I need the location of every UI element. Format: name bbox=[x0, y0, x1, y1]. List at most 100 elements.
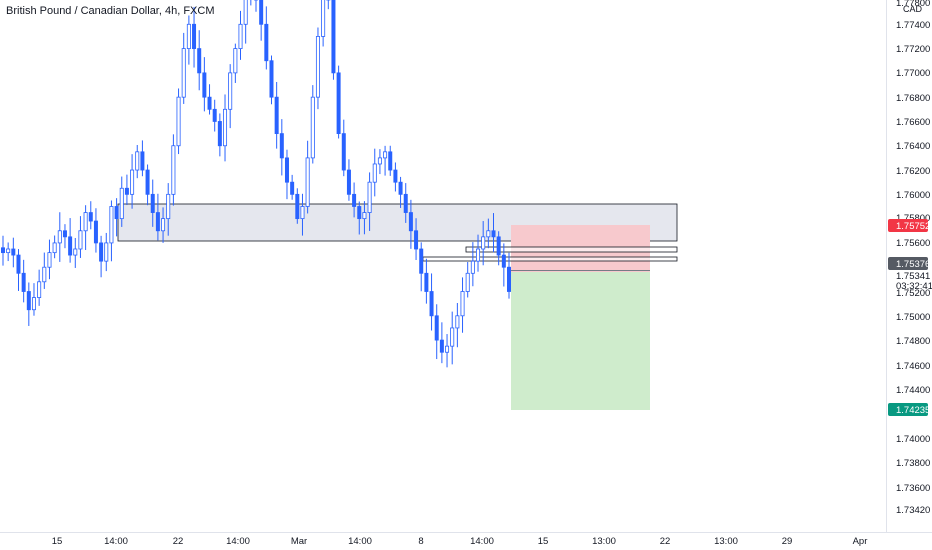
candle-body bbox=[465, 272, 470, 292]
candle-body bbox=[259, 0, 264, 25]
candle-body bbox=[207, 96, 212, 110]
price-tick: 1.74800 bbox=[896, 336, 930, 347]
candle-body bbox=[155, 212, 160, 232]
symbol-title[interactable]: British Pound / Canadian Dollar, 4h, FXC… bbox=[6, 5, 215, 17]
level-box-lower[interactable] bbox=[422, 256, 678, 262]
candle-body bbox=[78, 230, 83, 250]
candle-body bbox=[176, 96, 181, 147]
candle-body bbox=[393, 169, 398, 183]
candle-body bbox=[346, 169, 351, 195]
candle-body bbox=[119, 187, 124, 220]
price-tick: 1.73420 bbox=[896, 505, 930, 516]
candle-body bbox=[470, 260, 475, 274]
level-box-upper[interactable] bbox=[465, 246, 678, 253]
price-tick: 1.76400 bbox=[896, 141, 930, 152]
price-tick: 1.74600 bbox=[896, 361, 930, 372]
candle-body bbox=[161, 218, 166, 232]
candle-body bbox=[496, 236, 501, 256]
candle-body bbox=[300, 206, 305, 220]
candle-body bbox=[212, 108, 217, 122]
price-tick: 1.75200 bbox=[896, 288, 930, 299]
time-axis[interactable]: 15 14:00 22 14:00 Mar 14:00 8 14:00 15 1… bbox=[52, 536, 868, 547]
price-tick: 1.76000 bbox=[896, 190, 930, 201]
price-tick: 1.74400 bbox=[896, 385, 930, 396]
price-axis[interactable]: 1.77800 1.77400 1.77200 1.77000 1.76800 … bbox=[896, 0, 930, 516]
candle-body bbox=[0, 247, 6, 254]
candle-body bbox=[408, 212, 413, 232]
candle-body bbox=[124, 187, 129, 195]
candle-body bbox=[99, 242, 104, 262]
time-tick: 15 bbox=[538, 536, 549, 547]
candle-body bbox=[424, 272, 429, 292]
candle-body bbox=[243, 0, 248, 25]
candle-body bbox=[52, 242, 57, 254]
candle-body bbox=[104, 242, 109, 262]
candle-body bbox=[491, 230, 496, 238]
candle-body bbox=[83, 212, 88, 232]
candle-body bbox=[403, 193, 408, 213]
candle-body bbox=[166, 193, 171, 220]
candle-body bbox=[414, 230, 419, 250]
bar-countdown: 03:32:41 bbox=[896, 281, 932, 292]
candle-body bbox=[11, 248, 16, 256]
candle-body bbox=[42, 266, 47, 283]
time-tick: 14:00 bbox=[104, 536, 128, 547]
price-tick: 1.77200 bbox=[896, 44, 930, 55]
candle-body bbox=[398, 181, 403, 195]
candle-body bbox=[171, 145, 176, 195]
price-tick: 1.73600 bbox=[896, 483, 930, 494]
candle-body bbox=[109, 206, 114, 244]
price-tick: 1.76200 bbox=[896, 166, 930, 177]
candle-body bbox=[336, 72, 341, 135]
time-tick: 13:00 bbox=[592, 536, 616, 547]
candle-body bbox=[197, 48, 202, 74]
candle-body bbox=[233, 48, 238, 74]
candle-body bbox=[439, 339, 444, 353]
candle-body bbox=[352, 193, 357, 207]
candle-body bbox=[315, 36, 320, 98]
candle-body bbox=[140, 151, 145, 171]
candle-body bbox=[486, 230, 491, 238]
candle-body bbox=[217, 121, 222, 147]
price-tick: 1.77000 bbox=[896, 68, 930, 79]
candle-body bbox=[223, 108, 228, 147]
candle-body bbox=[383, 151, 388, 159]
candle-body bbox=[62, 230, 67, 238]
last-price-value: 1.75341 bbox=[896, 271, 930, 282]
candle-body bbox=[455, 315, 460, 329]
candle-body bbox=[305, 157, 310, 207]
candle-body bbox=[88, 212, 93, 222]
candle-body bbox=[377, 157, 382, 165]
target-price-badge: 1.74235 bbox=[888, 403, 930, 416]
candle-body bbox=[26, 291, 31, 311]
candle-body bbox=[16, 254, 21, 274]
candle-body bbox=[192, 23, 197, 49]
candle-body bbox=[181, 48, 186, 98]
candle-body bbox=[93, 220, 98, 244]
candle-body bbox=[150, 193, 155, 213]
candle-body bbox=[202, 72, 207, 98]
price-tick: 1.73800 bbox=[896, 458, 930, 469]
time-tick: 15 bbox=[52, 536, 63, 547]
candle-body bbox=[290, 181, 295, 195]
candle-body bbox=[21, 272, 26, 292]
candle-body bbox=[130, 169, 135, 195]
candle-body bbox=[388, 151, 393, 171]
candle-body bbox=[57, 230, 62, 244]
candle-body bbox=[274, 96, 279, 135]
candle-body bbox=[31, 297, 36, 311]
candle-body bbox=[367, 181, 372, 213]
currency-label: CAD bbox=[902, 4, 922, 14]
reward-zone[interactable] bbox=[511, 272, 650, 410]
candle-body bbox=[114, 206, 119, 220]
candle-body bbox=[37, 281, 42, 298]
time-tick: 22 bbox=[660, 536, 671, 547]
price-tick: 1.75000 bbox=[896, 312, 930, 323]
candle-body bbox=[186, 23, 191, 49]
candle-body bbox=[284, 157, 289, 183]
candle-body bbox=[6, 248, 11, 254]
time-tick: Apr bbox=[853, 536, 868, 547]
candle-body bbox=[73, 248, 78, 256]
candle-body bbox=[341, 133, 346, 171]
